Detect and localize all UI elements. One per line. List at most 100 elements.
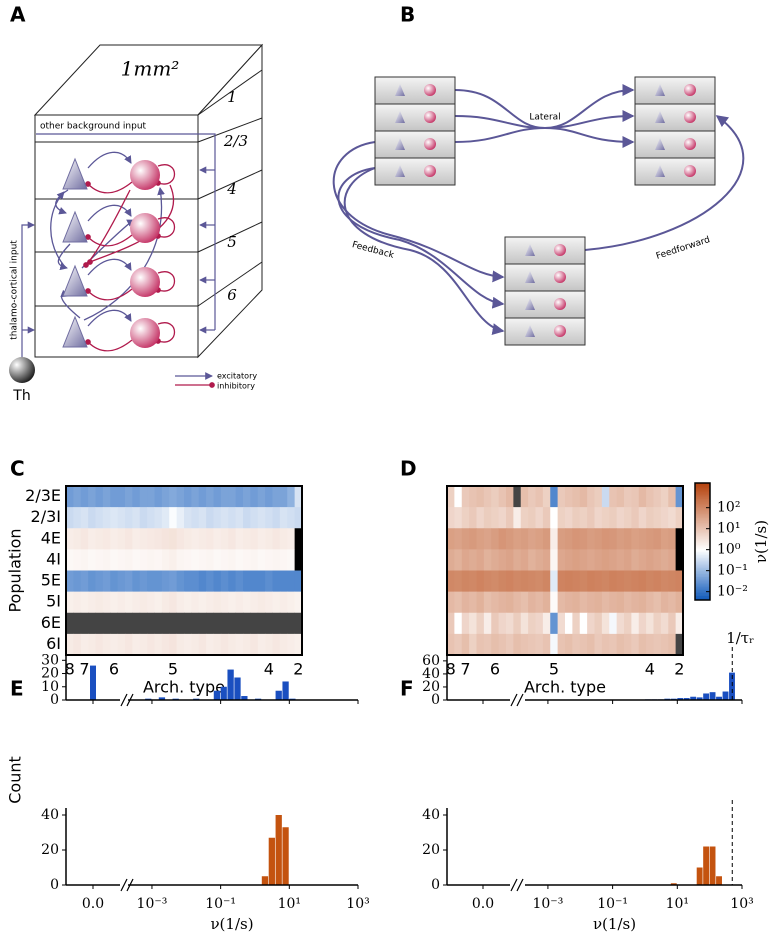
colorbar-segment [695, 566, 710, 569]
inhibitory-neuron [554, 325, 566, 337]
heatmap-cell [243, 570, 251, 593]
area-row [634, 157, 716, 186]
thalamus-label: Th [12, 388, 30, 404]
heatmap-cell [147, 549, 155, 571]
heatmap-cell [542, 549, 551, 571]
heatmap-cell [660, 633, 669, 656]
x-tick-label: 5 [168, 660, 178, 679]
area-row [504, 236, 586, 265]
histogram-bar [683, 698, 690, 700]
heatmap-cell [638, 612, 647, 635]
heatmap-cell [102, 528, 111, 550]
heatmap-cell [660, 486, 669, 508]
heatmap-cell [498, 570, 507, 593]
heatmap-cell [228, 633, 237, 656]
heatmap-cell [95, 633, 104, 656]
heatmap-cell [565, 528, 573, 550]
histogram-bar [241, 696, 248, 700]
heatmap-cell [206, 507, 214, 529]
axis-break [510, 878, 518, 892]
heatmap-cell [616, 528, 625, 550]
heatmap-cell [528, 591, 536, 614]
colorbar-segment [695, 545, 710, 548]
heatmap-cell [147, 612, 155, 635]
heatmap-cell [638, 528, 647, 550]
heatmap-cell [147, 528, 155, 550]
heatmap-cell [476, 549, 485, 571]
heatmap-cell [542, 591, 551, 614]
histogram-bar [227, 669, 234, 700]
heatmap-cell [198, 633, 207, 656]
excitatory-neuron [395, 138, 405, 150]
colorbar-tick-label: 10¹ [717, 521, 740, 537]
heatmap-cell [154, 612, 163, 635]
colorbar-segment [695, 542, 710, 545]
heatmap-cell [154, 486, 163, 508]
heatmap-cell [572, 591, 581, 614]
heatmap-cell [220, 612, 229, 635]
heatmap-cell [220, 549, 229, 571]
heatmap-cell [88, 591, 96, 614]
plot-frame [65, 485, 303, 656]
heatmap-cell [243, 612, 251, 635]
heatmap-cell [491, 612, 500, 635]
heatmap-cell [250, 528, 259, 550]
heatmap-cell [675, 633, 684, 656]
heatmap-cell [184, 612, 192, 635]
colorbar-segment [695, 548, 710, 551]
heatmap-cell [565, 486, 573, 508]
colorbar-segment [695, 525, 710, 528]
heatmap-cell [220, 591, 229, 614]
colorbar-segment [695, 567, 710, 570]
x-tick-label: 10¹ [278, 896, 301, 912]
excitatory-neuron [395, 111, 405, 123]
colorbar-segment [695, 499, 710, 501]
histogram-bar [90, 665, 96, 700]
colorbar-segment [695, 541, 710, 544]
heatmap-cell [102, 570, 111, 593]
heatmap-cell [506, 570, 514, 593]
heatmap-cell [206, 570, 214, 593]
heatmap-cell [220, 507, 229, 529]
heatmap-cell [542, 633, 551, 656]
heatmap-cell [668, 633, 677, 656]
heatmap-cell [176, 612, 185, 635]
heatmap-cell [653, 507, 662, 529]
heatmap-cell [601, 549, 610, 571]
heatmap-cell [139, 486, 148, 508]
heatmap-cell [609, 507, 618, 529]
heatmap-cell [609, 612, 618, 635]
heatmap-cell [653, 633, 662, 656]
heatmap-cell [454, 486, 463, 508]
colorbar-segment [695, 572, 710, 574]
colorbar-segment [695, 519, 710, 522]
area-row [634, 130, 716, 159]
heatmap-cell [447, 570, 455, 593]
heatmap-cell [279, 507, 288, 529]
excitatory-neuron [655, 84, 665, 96]
heatmap-cell [587, 528, 595, 550]
heatmap-cell [469, 633, 477, 656]
heatmap-cell [550, 528, 559, 550]
colorbar-segment [695, 563, 710, 566]
y-tick-label: 2/3I [31, 507, 61, 526]
excitatory-link [87, 151, 132, 169]
heatmap-cell [117, 507, 126, 529]
heatmap-cell [587, 612, 595, 635]
heatmap-cell [235, 612, 244, 635]
heatmap-cell [491, 570, 500, 593]
heatmap-cell [594, 528, 603, 550]
heatmap-cell [66, 633, 74, 656]
heatmap-cell [601, 528, 610, 550]
panel-letter: B [400, 3, 415, 27]
inhibitory-neuron [684, 165, 696, 177]
colorbar-segment [695, 491, 710, 494]
heatmap-cell [609, 591, 618, 614]
colorbar-segment [695, 573, 710, 576]
y-tick-label: 0 [431, 877, 440, 893]
heatmap-cell [535, 633, 544, 656]
heatmap-cell [638, 549, 647, 571]
colorbar-segment [695, 560, 710, 563]
x-tick-label: 8 [446, 660, 456, 679]
histogram-bar [268, 837, 275, 885]
